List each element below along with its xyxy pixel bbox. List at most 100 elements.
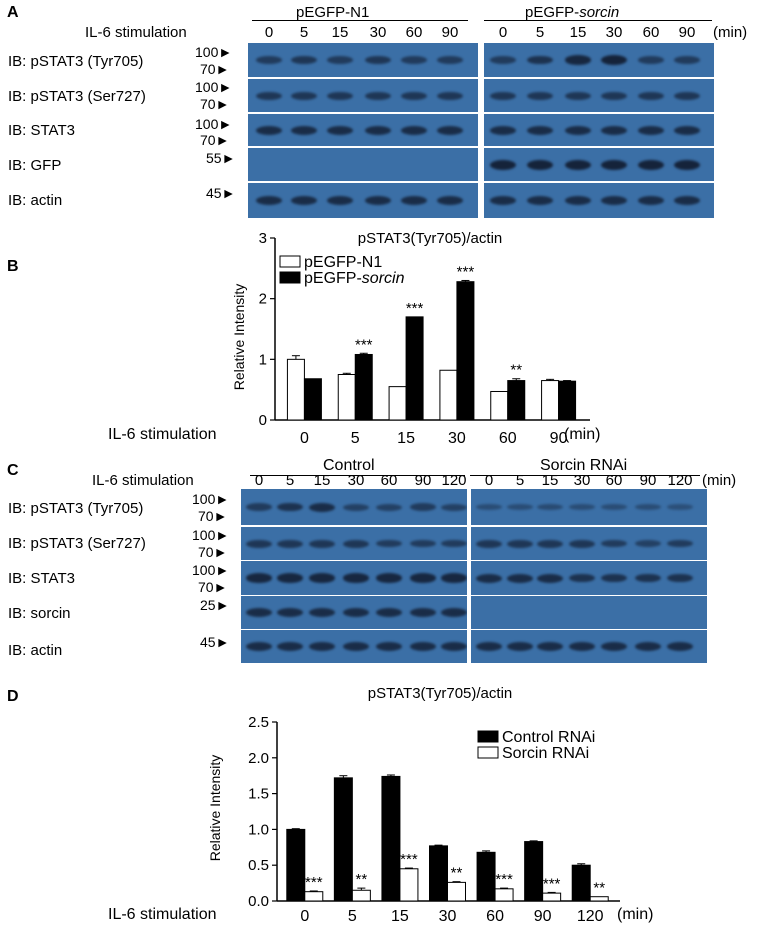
- blot-band: [437, 91, 463, 100]
- panel-c-mw-marker: 100►: [192, 527, 230, 543]
- panel-c-mw-marker: 100►: [192, 491, 230, 507]
- x-tick-label: 120: [577, 908, 604, 925]
- blot-band: [309, 608, 335, 617]
- blot-band: [674, 159, 700, 170]
- blot-band: [246, 539, 272, 548]
- blot-band: [441, 539, 467, 548]
- panel-b-chart: pSTAT3(Tyr705)/actin Relative Intensity …: [231, 230, 590, 447]
- blot-actin: [248, 183, 478, 218]
- blot-band: [309, 642, 335, 651]
- bar-series-2: [399, 868, 419, 902]
- panel-a-letter: A: [7, 4, 19, 21]
- panel-a-time-label: 60: [405, 24, 423, 41]
- blot-band: [246, 608, 272, 617]
- x-tick-label: 90: [534, 908, 552, 925]
- y-tick-label: 1: [259, 351, 267, 368]
- legend-swatch: [279, 255, 301, 268]
- panel-d-chart: pSTAT3(Tyr705)/actin Relative Intensity …: [207, 685, 620, 925]
- blot-pstat3-tyr705: [248, 43, 478, 77]
- blot-band: [246, 573, 272, 583]
- significance-mark: ***: [495, 871, 513, 888]
- x-tick-label: 15: [391, 908, 409, 925]
- bar-series-1: [476, 851, 496, 902]
- panel-a-ib-label: IB: actin: [8, 192, 63, 209]
- panel-b-title: pSTAT3(Tyr705)/actin: [358, 230, 503, 247]
- blot-band: [667, 539, 693, 548]
- panel-a-time-label: 30: [605, 24, 623, 41]
- blot-band: [256, 125, 282, 135]
- x-tick-label: 30: [439, 908, 457, 925]
- blot-band: [343, 503, 369, 511]
- blot-band: [343, 539, 369, 548]
- blot-band: [569, 642, 595, 651]
- panel-a-time-label: 0: [264, 24, 274, 41]
- blot-band: [537, 573, 563, 583]
- blot-band: [291, 91, 317, 100]
- blot-band: [527, 159, 553, 170]
- significance-mark: ***: [400, 851, 418, 868]
- significance-mark: ***: [355, 336, 373, 353]
- panel-a-ib-label: IB: pSTAT3 (Tyr705): [8, 53, 144, 70]
- blot-band: [376, 573, 402, 583]
- blot-gfp: [248, 148, 478, 181]
- blot-band: [410, 539, 436, 548]
- blot-band: [309, 502, 335, 512]
- bar-series-1: [429, 845, 448, 902]
- bar-series-1: [337, 374, 356, 421]
- blot-band: [527, 55, 553, 65]
- blot-band: [565, 159, 591, 170]
- blot-band: [601, 539, 627, 548]
- panel-c-ib-label: IB: sorcin: [8, 605, 71, 622]
- blot-band: [277, 502, 303, 512]
- blot-actin: [241, 630, 467, 663]
- blot-band: [537, 504, 563, 510]
- bar-series-1: [286, 828, 306, 902]
- blot-band: [277, 573, 303, 583]
- blot-band: [507, 539, 533, 548]
- panel-c-letter: C: [7, 462, 19, 479]
- bar-series-2: [589, 896, 609, 902]
- panel-c-time-label: 60: [380, 472, 398, 489]
- panel-c-time-label: 0: [484, 472, 494, 489]
- panel-c-mw-marker: 70►: [198, 579, 228, 595]
- panel-c-group-left: Control: [323, 457, 375, 474]
- bar-series-2: [542, 892, 562, 902]
- bar-series-1: [571, 864, 591, 902]
- legend-swatch: [477, 730, 499, 743]
- blot-band: [601, 642, 627, 651]
- panel-c-time-label: 120: [441, 472, 467, 489]
- blot-band: [476, 642, 502, 651]
- blot-band: [476, 573, 502, 583]
- blot-band: [601, 55, 627, 65]
- blot-band: [376, 503, 402, 511]
- panel-b-stim-label: IL-6 stimulation: [108, 426, 217, 443]
- panel-a-ib-label: IB: pSTAT3 (Ser727): [8, 88, 146, 105]
- panel-c-mw-marker: 70►: [198, 544, 228, 560]
- bar-series-2: [447, 881, 466, 902]
- bar-series-1: [333, 777, 353, 902]
- blot-band: [410, 573, 436, 583]
- panel-c-time-label: 90: [639, 472, 657, 489]
- panel-a-mw-marker: 70►: [200, 61, 230, 77]
- bar-series-1: [490, 390, 509, 421]
- significance-mark: **: [451, 865, 463, 882]
- panel-a-stim-label: IL-6 stimulation: [85, 24, 187, 41]
- panel-a-mw-marker: 70►: [200, 96, 230, 112]
- legend-label: pEGFP-sorcin: [304, 270, 405, 287]
- blot-band: [291, 125, 317, 135]
- blot-band: [490, 159, 516, 170]
- x-tick-label: 0: [300, 430, 309, 447]
- blot-pstat3-ser727: [471, 527, 707, 560]
- blot-band: [507, 573, 533, 583]
- blot-band: [565, 196, 591, 205]
- blot-band: [401, 91, 427, 100]
- bar-series-1: [541, 380, 560, 421]
- panel-c-ib-label: IB: actin: [8, 642, 63, 659]
- blot-band: [638, 196, 664, 205]
- blot-band: [410, 503, 436, 511]
- panel-a-unit: (min): [713, 24, 748, 41]
- y-tick-label: 3: [259, 230, 267, 247]
- panel-c-time-label: 5: [515, 472, 525, 489]
- blot-band: [401, 56, 427, 64]
- blot-band: [343, 642, 369, 651]
